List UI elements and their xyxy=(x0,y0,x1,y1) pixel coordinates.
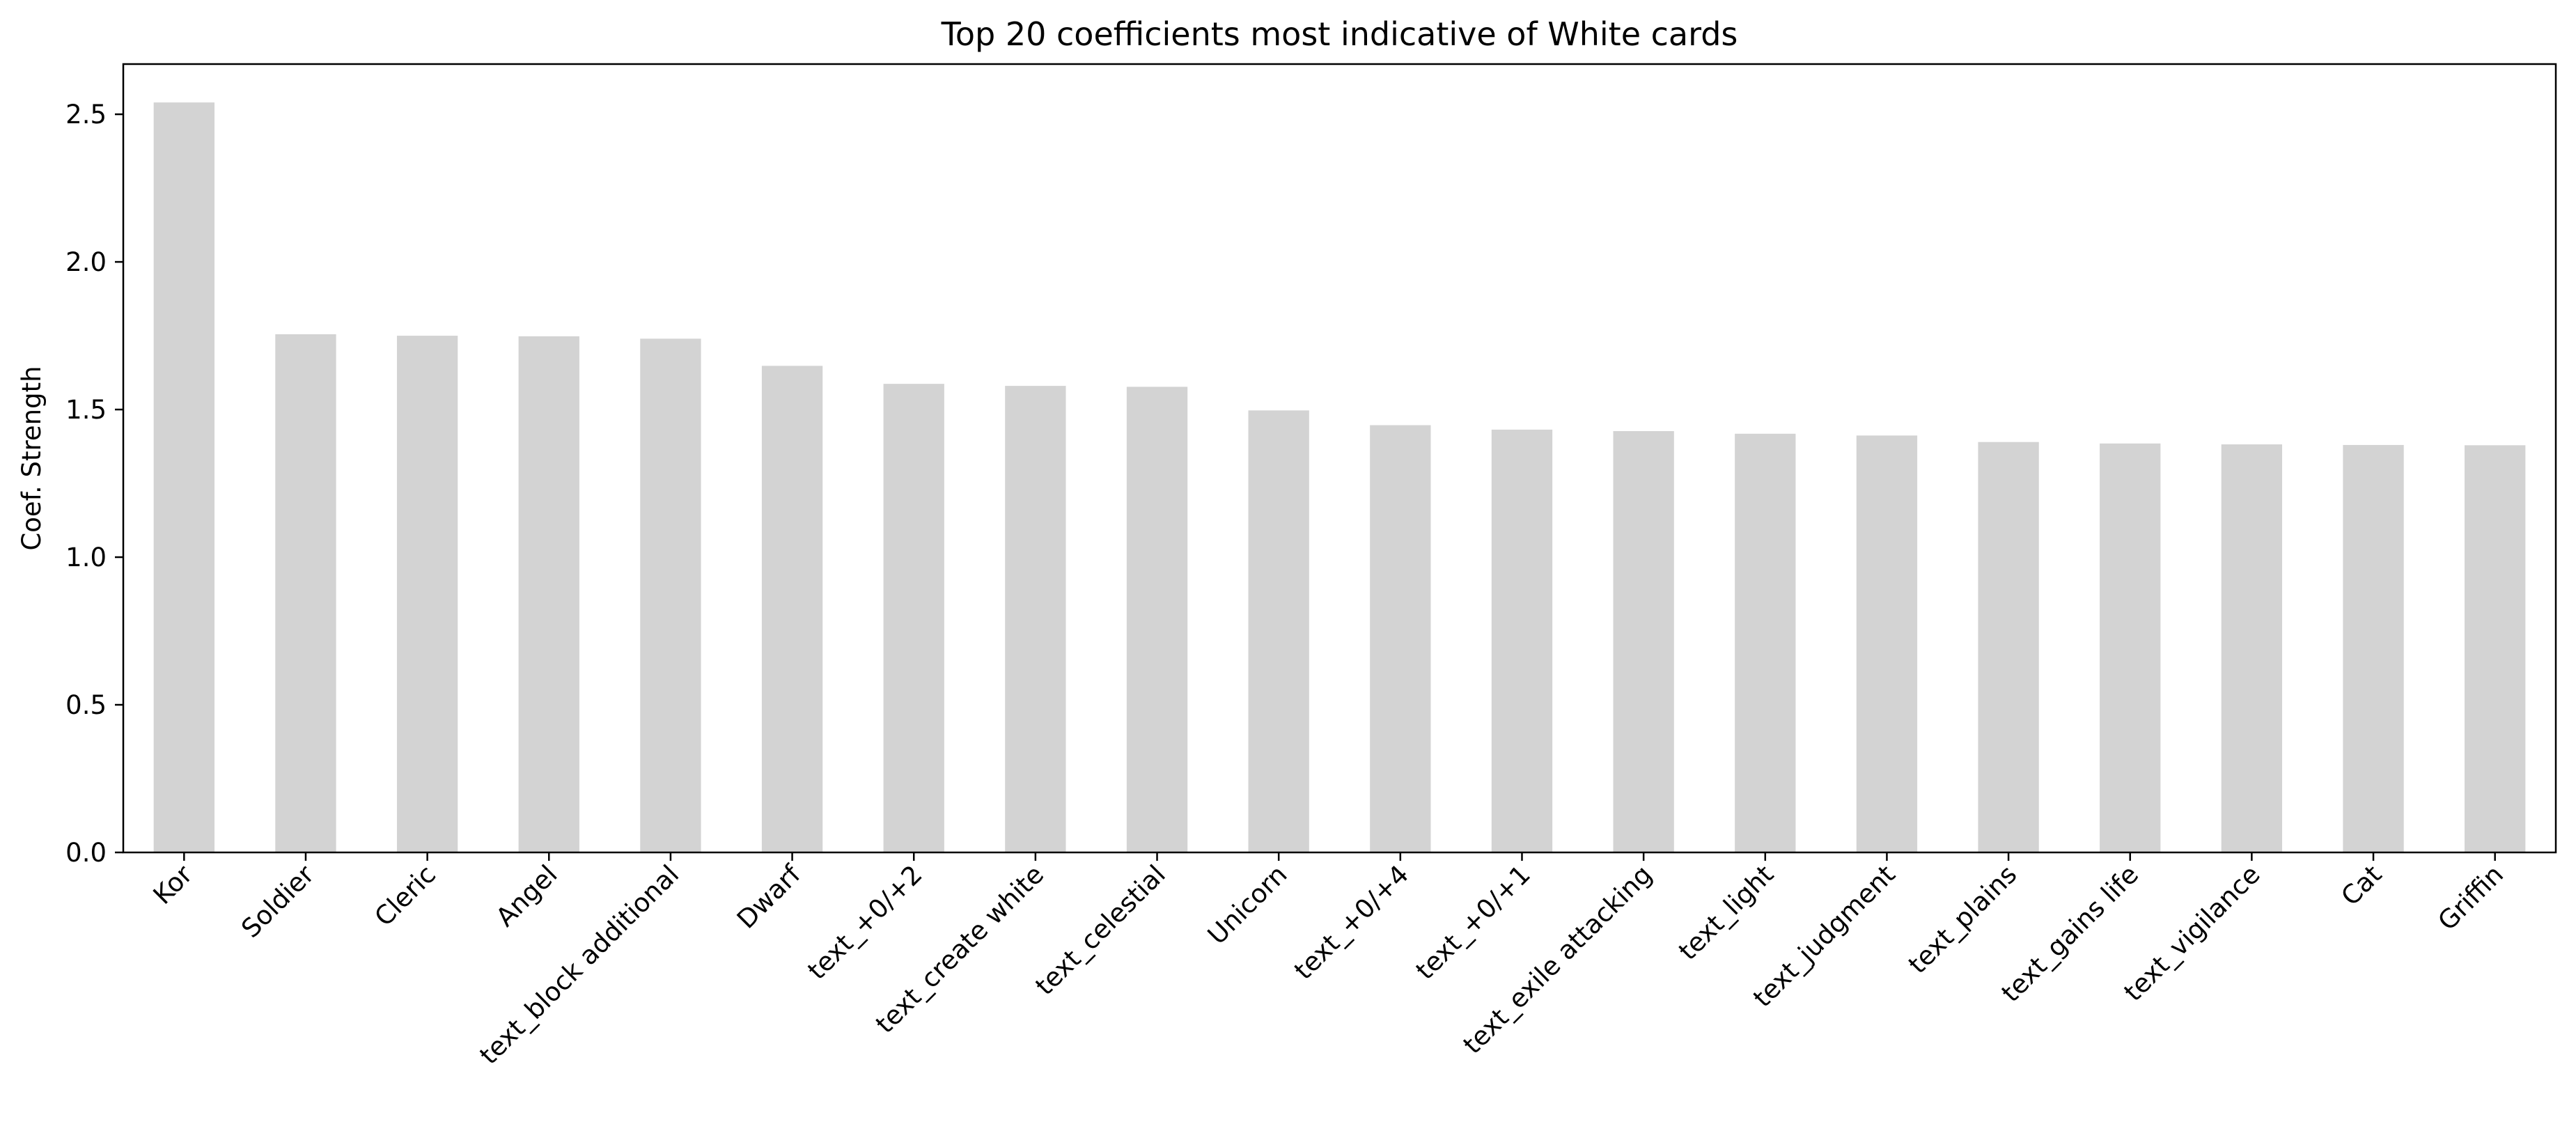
bar xyxy=(2221,444,2283,852)
bar xyxy=(275,334,336,852)
x-tick-label: text_plains xyxy=(1903,859,2023,980)
bar xyxy=(1856,435,1918,852)
bar xyxy=(2100,443,2161,852)
plot-frame xyxy=(122,63,2557,854)
x-tick-label: Soldier xyxy=(235,859,320,944)
bar xyxy=(2465,445,2526,852)
bar xyxy=(518,336,579,852)
y-tick-label: 0.5 xyxy=(65,690,107,720)
y-axis-ticks: 0.0 0.5 1.0 1.5 2.0 2.5 xyxy=(65,100,123,868)
x-tick-label: text_+0/+4 xyxy=(1288,859,1414,985)
y-axis-label: Coef. Strength xyxy=(17,366,47,550)
y-tick-label: 0.0 xyxy=(65,838,107,868)
x-tick-label: Cat xyxy=(2335,859,2387,912)
bar xyxy=(1978,442,2039,852)
y-tick-label: 1.0 xyxy=(65,543,107,572)
x-tick-label: text_+0/+1 xyxy=(1410,859,1536,985)
bar xyxy=(1126,387,1188,852)
bar xyxy=(1491,429,1553,852)
bar xyxy=(396,336,458,852)
x-tick-label: Kor xyxy=(148,859,199,910)
x-tick-label: Griffin xyxy=(2432,859,2509,937)
x-tick-label: text_celestial xyxy=(1029,859,1171,1001)
bars-layer xyxy=(153,102,2526,853)
y-tick-label: 2.0 xyxy=(65,247,107,277)
x-tick-label: Unicorn xyxy=(1202,859,1293,951)
bar xyxy=(1248,410,1309,852)
bar xyxy=(761,366,823,852)
chart-title: Top 20 coefficients most indicative of W… xyxy=(941,15,1738,53)
x-tick-label: text_block additional xyxy=(474,859,685,1070)
y-tick-label: 2.5 xyxy=(65,100,107,130)
x-tick-label: Dwarf xyxy=(731,859,807,935)
x-tick-label: text_+0/+2 xyxy=(802,859,928,985)
bar xyxy=(1005,386,1066,852)
bar xyxy=(640,338,701,853)
bar xyxy=(1735,433,1796,852)
bar xyxy=(153,102,214,853)
bar xyxy=(2343,444,2404,852)
x-tick-label: Cleric xyxy=(369,859,442,932)
x-tick-label: Angel xyxy=(490,859,563,933)
x-tick-label: text_light xyxy=(1673,859,1779,966)
bar xyxy=(1613,430,1674,852)
bar xyxy=(883,384,944,852)
y-tick-label: 1.5 xyxy=(65,395,107,425)
bar xyxy=(1370,425,1431,852)
